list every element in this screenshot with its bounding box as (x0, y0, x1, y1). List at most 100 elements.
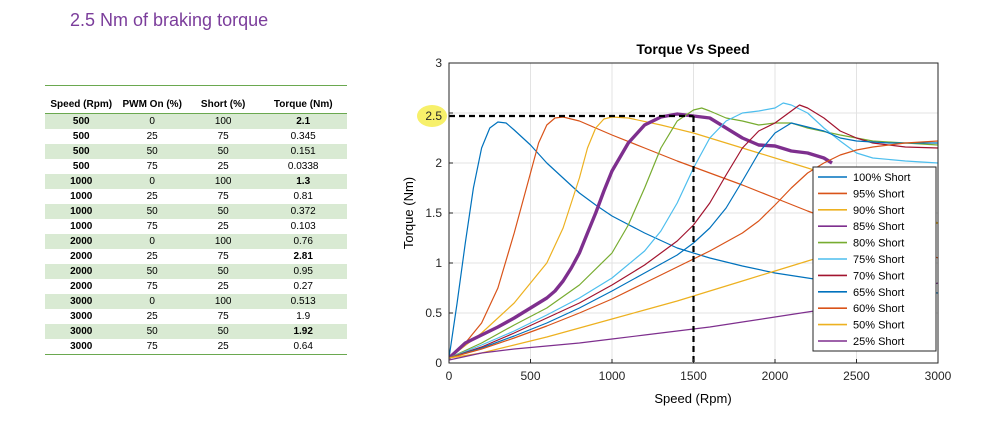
legend-label: 65% Short (853, 287, 904, 299)
cell-pwm: 75 (146, 161, 158, 172)
cell-short: 100 (214, 296, 232, 307)
cell-torque: 0.27 (293, 281, 313, 292)
cell-short: 50 (217, 146, 229, 157)
cell-torque: 0.151 (290, 146, 316, 157)
legend-label: 100% Short (853, 172, 910, 184)
cell-speed: 2000 (70, 281, 93, 292)
cell-torque: 0.81 (293, 191, 313, 202)
cell-speed: 500 (72, 116, 90, 127)
legend-label: 80% Short (853, 238, 904, 250)
cell-speed: 500 (72, 161, 90, 172)
series-line (449, 140, 938, 359)
torque-table: Speed (Rpm) PWM On (%) Short (%) Torque … (45, 85, 347, 355)
cell-speed: 500 (72, 146, 90, 157)
x-axis-label: Speed (Rpm) (654, 391, 731, 406)
series-line (449, 122, 938, 359)
legend-label: 25% Short (853, 336, 904, 348)
table-row: 1000 75 25 0.103 (45, 219, 347, 234)
cell-torque: 1.92 (293, 326, 313, 337)
table-row: 1000 25 75 0.81 (45, 189, 347, 204)
cell-torque: 0.103 (290, 221, 316, 232)
cell-short: 25 (217, 281, 229, 292)
legend-label: 50% Short (853, 320, 904, 332)
cell-pwm: 50 (146, 266, 158, 277)
table-row: 500 50 50 0.151 (45, 144, 347, 159)
table-row: 2000 25 75 2.81 (45, 249, 347, 264)
y-tick-label: 1 (435, 256, 442, 270)
cell-speed: 3000 (70, 311, 93, 322)
table-row: 3000 25 75 1.9 (45, 309, 347, 324)
series-line (449, 102, 938, 359)
cell-pwm: 25 (146, 311, 158, 322)
legend-label: 85% Short (853, 221, 904, 233)
y-tick-label: 3 (435, 56, 442, 70)
x-tick-label: 1000 (599, 369, 626, 383)
table-row: 2000 0 100 0.76 (45, 234, 347, 249)
cell-pwm: 25 (146, 191, 158, 202)
cell-short: 50 (217, 326, 229, 337)
cell-speed: 3000 (70, 296, 93, 307)
y-axis-label: Torque (Nm) (401, 177, 416, 249)
cell-speed: 3000 (45, 339, 118, 355)
cell-torque: 0.372 (290, 206, 316, 217)
y-tick-label: 1.5 (425, 206, 442, 220)
header-short: Short (%) (186, 85, 260, 114)
cell-short: 100 (214, 176, 232, 187)
legend-label: 60% Short (853, 303, 904, 315)
y-tick-label: 2.5 (425, 109, 442, 123)
cell-pwm: 0 (149, 236, 155, 247)
y-tick-label: 0.5 (425, 306, 442, 320)
table-row: 3000 0 100 0.513 (45, 294, 347, 309)
y-tick-label: 2 (435, 156, 442, 170)
table-body: 500 0 100 2.1 500 25 75 0.345 500 50 50 0.151 500 75 2… (45, 113, 347, 355)
cell-pwm: 0 (149, 296, 155, 307)
cell-speed: 1000 (70, 206, 93, 217)
page-heading: 2.5 Nm of braking torque (70, 10, 269, 30)
cell-short: 25 (217, 161, 229, 172)
cell-torque: 1.3 (296, 176, 311, 187)
cell-pwm: 50 (146, 206, 158, 217)
cell-pwm: 50 (146, 326, 158, 337)
cell-pwm: 0 (149, 176, 155, 187)
annotation-highlight (417, 105, 447, 127)
cell-short: 50 (217, 266, 229, 277)
table-row: 500 0 100 2.1 (45, 113, 347, 129)
y-tick-label: 0 (435, 356, 442, 370)
cell-short: 75 (217, 251, 229, 262)
x-tick-label: 1500 (680, 369, 707, 383)
cell-short: 100 (214, 236, 232, 247)
cell-torque: 2.81 (293, 251, 313, 262)
cell-torque: 1.9 (296, 311, 311, 322)
cell-speed: 1000 (70, 221, 93, 232)
cell-pwm: 0 (149, 116, 155, 127)
cell-speed: 1000 (70, 176, 93, 187)
cell-short: 25 (186, 339, 260, 355)
x-tick-label: 2500 (843, 369, 870, 383)
header-speed: Speed (Rpm) (45, 85, 118, 114)
cell-pwm: 50 (146, 146, 158, 157)
table-row: 1000 50 50 0.372 (45, 204, 347, 219)
cell-torque: 0.64 (259, 339, 347, 355)
legend-label: 75% Short (853, 254, 904, 266)
table-row: 500 75 25 0.0338 (45, 159, 347, 174)
cell-speed: 2000 (70, 236, 93, 247)
cell-short: 75 (217, 191, 229, 202)
series-line (449, 107, 938, 359)
cell-short: 25 (217, 221, 229, 232)
cell-torque: 0.513 (290, 296, 316, 307)
cell-short: 75 (217, 131, 229, 142)
table-row: 3000 75 25 0.64 (45, 339, 347, 355)
x-tick-label: 3000 (925, 369, 952, 383)
cell-pwm: 25 (146, 251, 158, 262)
cell-short: 100 (214, 116, 232, 127)
cell-speed: 2000 (70, 251, 93, 262)
cell-speed: 2000 (70, 266, 93, 277)
cell-torque: 2.1 (296, 116, 311, 127)
series-line (449, 121, 938, 359)
cell-pwm: 75 (117, 339, 187, 355)
table-row: 2000 75 25 0.27 (45, 279, 347, 294)
cell-torque: 0.345 (290, 131, 316, 142)
cell-pwm: 75 (146, 281, 158, 292)
x-tick-label: 2000 (762, 369, 789, 383)
